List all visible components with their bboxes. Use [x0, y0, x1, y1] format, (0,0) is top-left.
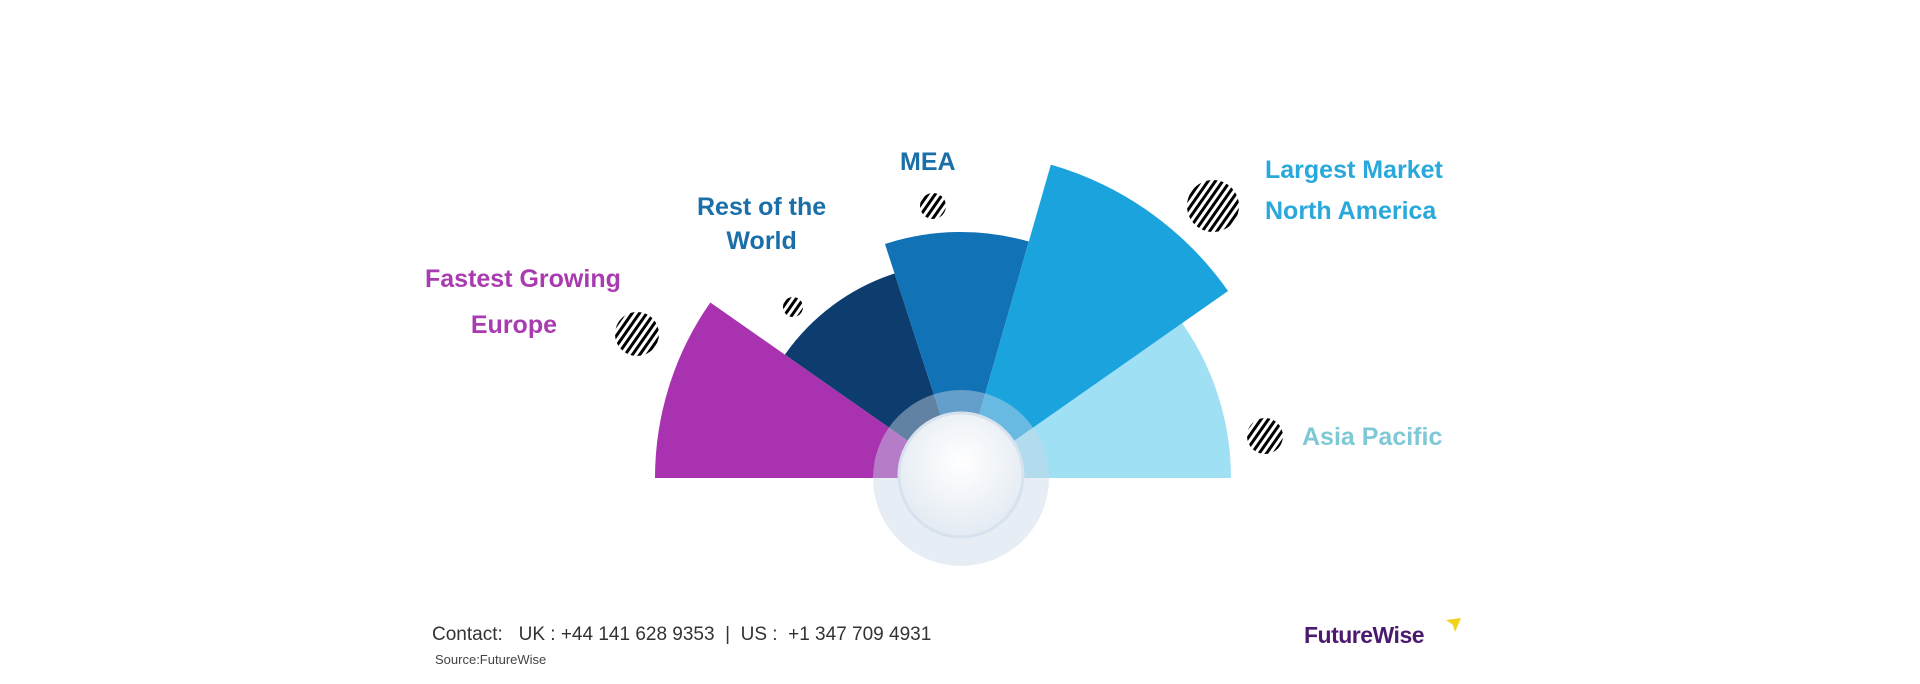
label-north-america: Largest Market North America	[1265, 150, 1443, 232]
hatched-dot-rest-of-world	[783, 297, 803, 317]
center-knob	[897, 411, 1025, 539]
wedge-asia-pacific	[961, 304, 1231, 478]
wedge-rest-of-world	[784, 273, 961, 478]
contact-info: Contact: UK : +44 141 628 9353 | US : +1…	[432, 624, 932, 645]
hatched-dot-asia-pacific	[1247, 418, 1283, 454]
label-europe-line1: Fastest Growing	[425, 265, 621, 293]
source-note: Source:FutureWise	[435, 652, 547, 667]
label-na-line1: Largest Market	[1265, 156, 1443, 184]
label-row-line1: Rest of the	[697, 193, 827, 221]
logo-arrow-icon	[1446, 618, 1461, 632]
label-europe-line2: Europe	[470, 311, 557, 339]
wedge-mea	[884, 231, 1029, 478]
label-ap-line1: Asia Pacific	[1302, 423, 1443, 451]
label-rest-of-world: Rest of the World	[697, 190, 826, 258]
wedge-europe	[655, 302, 961, 478]
label-row-line2: World	[726, 227, 797, 255]
logo-text: FutureWise	[1304, 622, 1425, 648]
label-na-line2: North America	[1265, 197, 1437, 225]
hatched-dot-north-america	[1187, 180, 1239, 232]
label-mea-line1: MEA	[900, 148, 956, 176]
wedge-north-america	[961, 164, 1229, 478]
label-mea: MEA	[900, 145, 956, 179]
label-europe: Fastest Growing Europe	[425, 262, 621, 342]
label-asia-pacific: Asia Pacific	[1302, 420, 1442, 454]
futurewise-logo: FutureWise	[1304, 618, 1461, 649]
hatched-dot-europe	[615, 312, 659, 356]
hatched-dot-mea	[920, 193, 946, 219]
